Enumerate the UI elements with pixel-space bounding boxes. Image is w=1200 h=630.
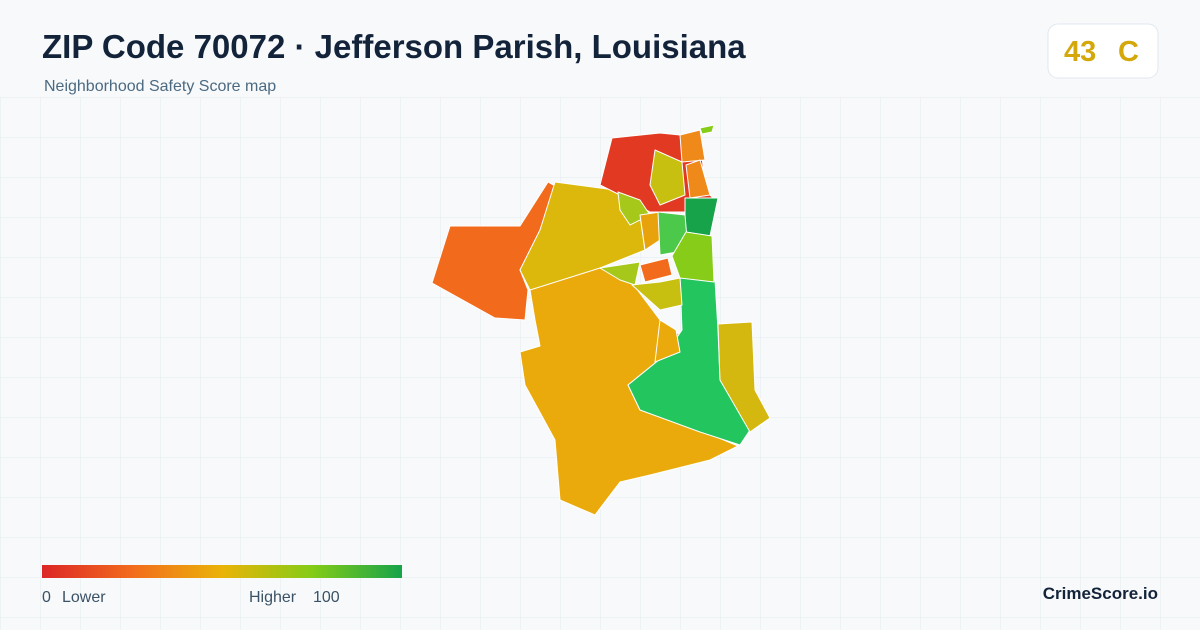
area: [717, 321, 771, 433]
brand: CrimeScore.io: [1043, 584, 1158, 603]
area: [685, 159, 711, 199]
score-badge: [1047, 23, 1159, 79]
legend-max-label: Higher: [249, 589, 297, 606]
legend-max: 100: [313, 589, 340, 606]
area: [679, 129, 706, 163]
legend-min-label: Lower: [62, 589, 106, 606]
area: [639, 257, 673, 283]
legend-min: 0: [42, 589, 51, 606]
title: ZIP Code 70072 · Jefferson Parish, Louis…: [42, 28, 746, 65]
score-value: 43: [1064, 36, 1096, 68]
subtitle: Neighborhood Safety Score map: [44, 78, 276, 95]
area: [671, 231, 715, 283]
legend-scale: [42, 565, 402, 578]
area: [654, 319, 681, 363]
zip-map: [431, 124, 771, 516]
area: [699, 124, 715, 135]
score-grade: C: [1118, 36, 1139, 68]
area: [631, 277, 683, 311]
area: [649, 149, 686, 206]
